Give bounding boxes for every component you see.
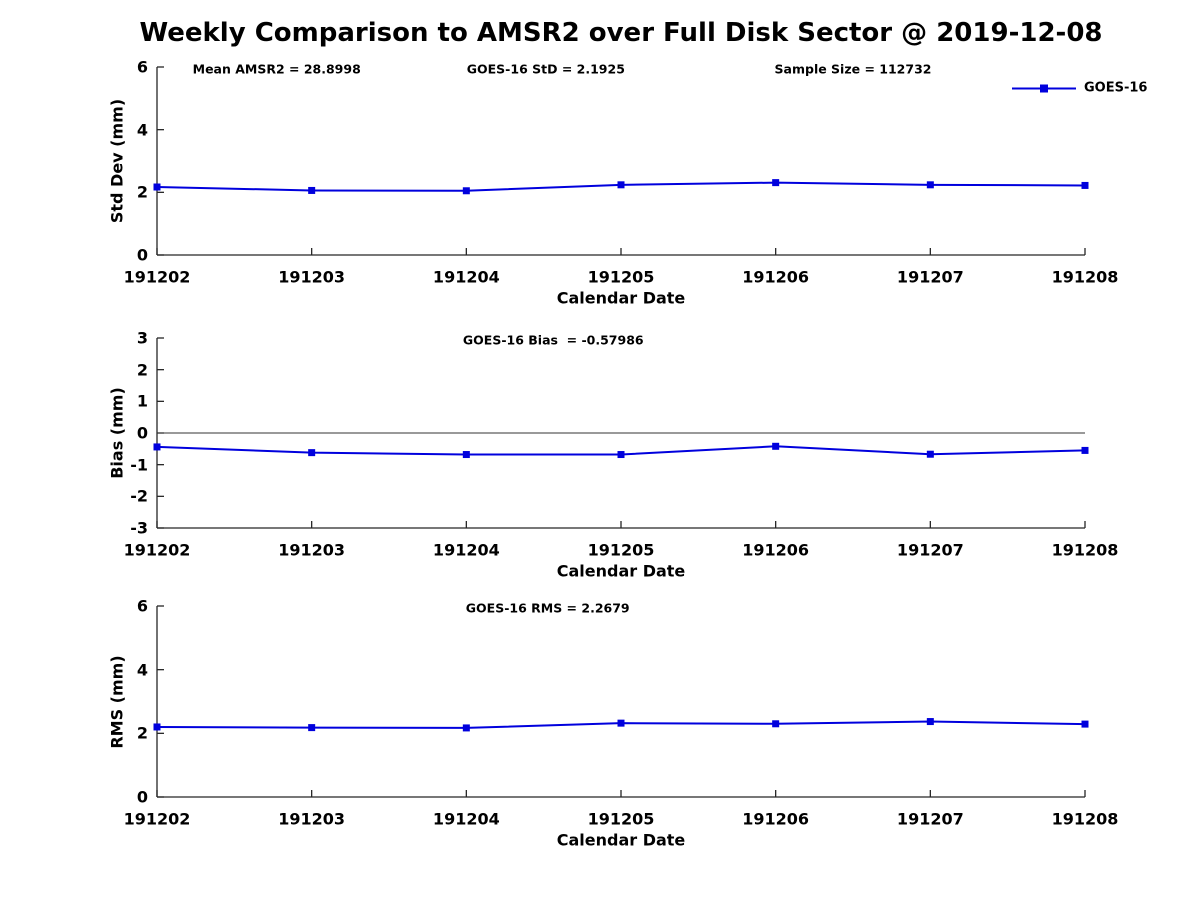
chart-title: Weekly Comparison to AMSR2 over Full Dis… [139, 18, 1103, 48]
